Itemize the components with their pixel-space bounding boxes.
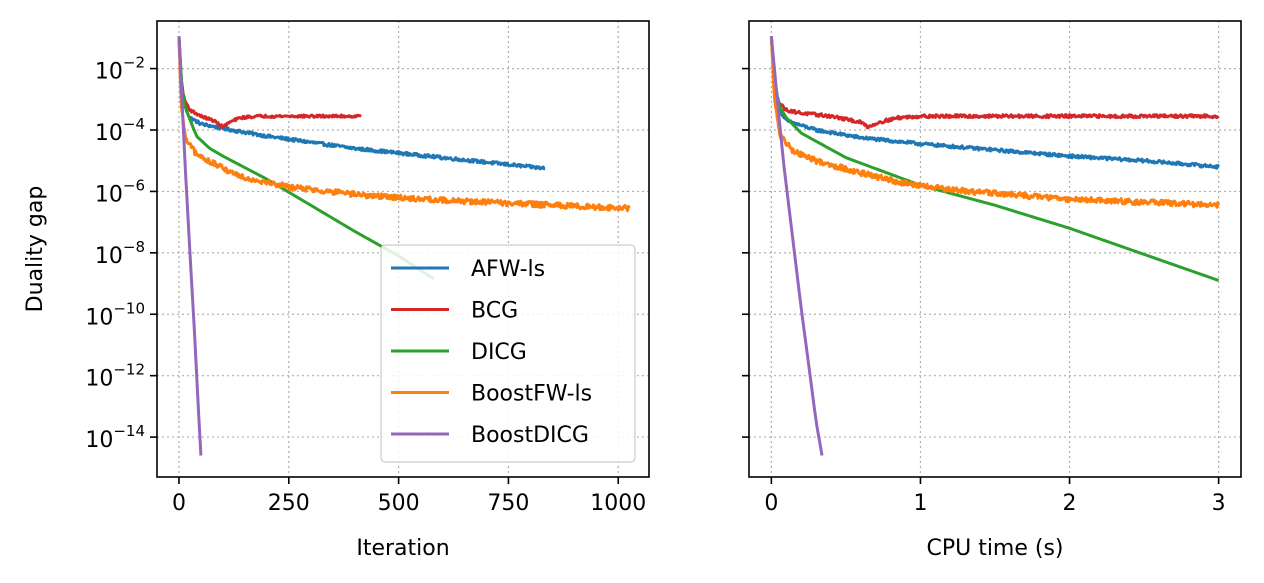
series-line-dicg bbox=[177, 36, 435, 281]
series-line-bcg bbox=[177, 36, 362, 129]
legend-label-dicg: DICG bbox=[471, 340, 527, 365]
series-line-boostfw-ls bbox=[177, 36, 631, 213]
x-axis: 0 250 500 750 1000 bbox=[172, 477, 646, 516]
y-tick-label: 10−6 bbox=[95, 176, 145, 207]
legend-label-boostfw-ls: BoostFW-ls bbox=[471, 382, 592, 407]
y-axis-label: Duality gap bbox=[23, 186, 48, 313]
y-tick-label: 10−8 bbox=[95, 238, 145, 269]
series-line-bcg bbox=[769, 36, 1220, 130]
x-tick-label: 500 bbox=[378, 491, 420, 516]
series-line-boostdicg bbox=[177, 36, 203, 456]
y-tick-label: 10−14 bbox=[85, 422, 145, 453]
x-tick-label: 1000 bbox=[590, 491, 646, 516]
x-axis-label: CPU time (s) bbox=[926, 536, 1063, 561]
x-axis-label: Iteration bbox=[356, 536, 449, 561]
plot-frame bbox=[156, 20, 650, 478]
y-tick-label: 10−10 bbox=[85, 299, 145, 330]
y-tick-label: 10−2 bbox=[95, 54, 145, 85]
legend-label-boostdicg: BoostDICG bbox=[471, 423, 589, 448]
legend: AFW-ls BCG DICG BoostFW-ls BoostDICG bbox=[380, 244, 636, 463]
grid bbox=[749, 21, 1241, 477]
x-tick-label: 1 bbox=[913, 491, 927, 516]
left-panel-iterations: 0 250 500 750 1000Iteration10−1410−1210−1010… bbox=[23, 20, 650, 561]
right-panel-cpu-time: 0 1 2 3 CPU time (s) bbox=[742, 20, 1242, 561]
y-axis: 10−14 10−12 10−10 10−8 10−6 10−4 10−2 bbox=[85, 54, 157, 453]
y-axis bbox=[742, 67, 749, 438]
series-line-boostfw-ls bbox=[769, 36, 1221, 209]
y-tick-label: 10−12 bbox=[85, 361, 145, 392]
x-axis: 0 1 2 3 bbox=[764, 477, 1226, 516]
x-tick-label: 750 bbox=[487, 491, 529, 516]
series-line-afw-ls bbox=[769, 36, 1220, 170]
plot-frame bbox=[748, 20, 1242, 478]
x-tick-label: 0 bbox=[172, 491, 186, 516]
series-group bbox=[769, 36, 1221, 456]
x-tick-label: 3 bbox=[1212, 491, 1226, 516]
y-tick-label: 10−4 bbox=[95, 115, 145, 146]
series-line-dicg bbox=[769, 36, 1220, 282]
series-line-boostdicg bbox=[769, 36, 824, 456]
legend-label-afw-ls: AFW-ls bbox=[471, 257, 545, 282]
series-line-afw-ls bbox=[177, 36, 546, 171]
legend-label-bcg: BCG bbox=[471, 299, 518, 324]
x-tick-label: 0 bbox=[764, 491, 778, 516]
legend-box bbox=[380, 244, 636, 463]
x-tick-label: 2 bbox=[1063, 491, 1077, 516]
x-tick-label: 250 bbox=[268, 491, 310, 516]
